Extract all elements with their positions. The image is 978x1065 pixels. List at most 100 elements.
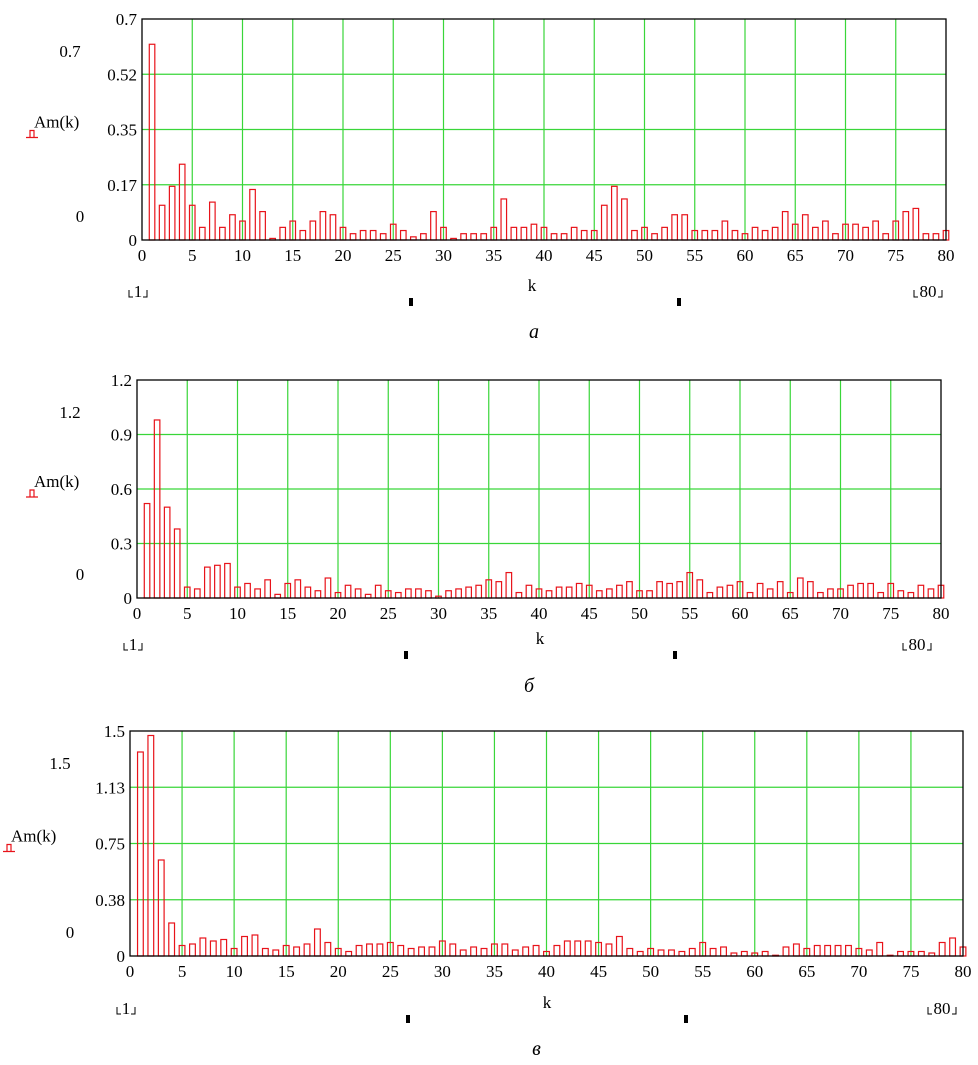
bar-k-21 [345,950,353,957]
range-bracket-left [927,1007,932,1015]
bar-k-7 [208,201,216,241]
grid [130,731,963,956]
bar-k-34 [480,233,488,241]
bar-k-29 [428,946,436,957]
bar-k-56 [709,947,717,957]
bar-k-52 [667,949,675,957]
bar-k-16 [299,229,307,241]
series-marker-icon [26,489,38,498]
plot-frame [141,18,947,241]
bar-k-41 [545,590,553,599]
bar-k-32 [459,949,467,957]
bar-k-37 [510,226,518,241]
bar-k-3 [157,859,165,957]
bar-k-42 [555,586,563,599]
bar-k-24 [374,584,382,599]
bar-k-71 [852,223,859,241]
bar-k-34 [475,584,483,599]
bar-k-58 [716,586,724,599]
bar-k-7 [199,937,207,957]
x-tick-label: 45 [590,962,607,981]
bar-k-66 [813,944,821,957]
bar-k-36 [501,943,509,957]
bar-k-12 [251,934,259,957]
bar-k-2 [158,204,166,241]
y-axis-label: Am(k) [11,827,56,846]
bar-k-73 [867,582,875,599]
bar-k-78 [922,233,930,241]
x-tick-label: 50 [631,604,648,623]
x-tick-label: 30 [430,604,447,623]
bar-k-27 [404,588,412,599]
bar-k-68 [822,220,829,241]
bar-k-46 [595,590,603,599]
bar-k-44 [584,940,592,957]
chart-caption: б [524,675,535,697]
bar-k-28 [415,588,422,599]
placeholder-mark [673,651,677,659]
bar-k-76 [902,210,910,241]
bar-k-6 [189,943,196,957]
bar-k-2 [153,419,161,599]
bar-k-19 [324,577,332,599]
y-tick-label: 0.9 [111,426,132,445]
bar-k-43 [574,940,582,957]
bar-k-38 [522,946,530,957]
bar-k-48 [621,198,628,241]
bar-k-74 [882,233,890,241]
bar-k-9 [224,562,231,599]
bar-k-57 [706,591,714,599]
bar-k-13 [261,947,269,957]
bar-k-7 [203,566,211,599]
bar-k-56 [696,579,704,599]
bar-k-16 [293,946,301,957]
bar-k-17 [303,943,311,957]
bar-k-44 [575,582,583,599]
range-bracket-right [952,1007,957,1015]
x-tick-label: 25 [385,246,402,265]
chart-panel-1: 0 0.17 0.35 0.52 0.7 0.7 0 Am(k) 0 5 10 15 20 25 30 35 4… [26,10,955,343]
x-tick-label: 0 [138,246,147,265]
bar-k-51 [657,949,665,957]
bar-k-72 [862,226,869,241]
bar-k-14 [272,949,280,957]
chart-panel-2: 0 0.3 0.6 0.9 1.2 1.2 0 Am(k) 0 5 10 15 20 25 30 35 40 45… [26,371,950,697]
bar-k-37 [505,571,513,599]
bar-k-6 [193,588,201,599]
x-tick-label: 30 [435,246,452,265]
bar-k-43 [565,586,573,599]
bar-k-4 [168,922,176,957]
x-tick-label: 0 [133,604,142,623]
bar-k-24 [376,943,384,957]
bar-k-74 [897,950,904,957]
series-marker-icon [3,843,15,853]
bar-k-39 [530,223,538,241]
x-tick-label: 15 [279,604,296,623]
bar-k-28 [420,233,427,241]
bar-k-38 [520,226,528,241]
x-tick-label: 0 [126,962,135,981]
x-range-end-label: 80 [909,635,926,654]
bar-k-46 [600,204,608,241]
bar-k-26 [394,591,402,599]
bar-k-71 [847,584,854,599]
x-axis-label: k [536,629,545,648]
range-bracket-left [128,290,133,298]
bar-k-2 [147,734,155,957]
bar-k-47 [615,935,623,957]
bar-k-29 [425,590,432,599]
bar-k-13 [264,579,272,599]
y-tick-label: 0 [124,589,133,608]
range-bracket-left [116,1007,121,1015]
bar-k-22 [359,229,367,241]
y-tick-label: 0.52 [107,65,137,84]
plot-frame [136,379,942,599]
bar-k-53 [671,214,679,241]
bar-k-64 [781,210,789,241]
bar-k-47 [610,185,618,241]
bar-k-76 [917,950,925,957]
bar-k-9 [229,214,236,241]
range-bracket-left [902,643,907,651]
x-tick-label: 40 [538,962,555,981]
bar-k-18 [314,590,322,599]
